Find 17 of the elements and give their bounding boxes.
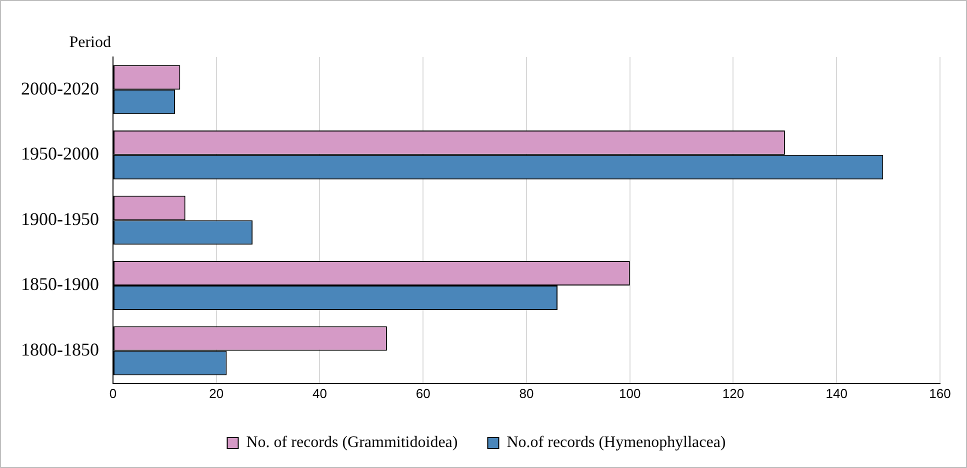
x-tick-label: 80 [519,386,534,401]
y-tick-label: 1800-1850 [20,339,99,360]
x-tick-label: 20 [209,386,224,401]
x-tick-label: 120 [722,386,744,401]
x-tick-label: 60 [416,386,430,401]
y-axis-title: Period [69,34,111,52]
y-tick-label: 1850-1900 [20,274,99,294]
x-tick-label: 0 [109,386,117,401]
legend-label: No.of records (Hymenophyllacea) [506,434,726,452]
x-tick-label: 140 [826,386,848,401]
x-tick-label: 160 [929,386,951,401]
y-tick-label: 1900-1950 [20,208,99,229]
x-tick-label: 100 [619,386,641,401]
y-tick-label: 2000-2020 [20,78,99,98]
legend-label: No. of records (Grammitidoidea) [246,434,458,452]
x-tick-label: 40 [312,386,327,401]
y-tick-label: 1950-2000 [20,144,99,164]
